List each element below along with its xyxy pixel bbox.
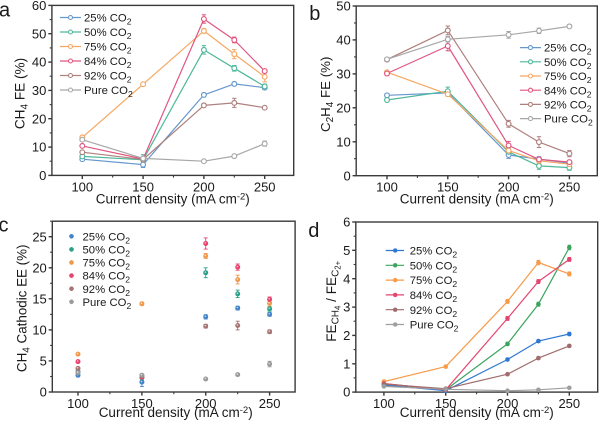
svg-text:250: 250 [254, 179, 276, 194]
svg-text:30: 30 [32, 83, 46, 98]
svg-text:200: 200 [195, 396, 217, 411]
svg-text:d: d [308, 220, 319, 242]
svg-text:150: 150 [437, 180, 459, 195]
svg-text:25% CO2​: 25% CO2​ [544, 43, 592, 57]
svg-text:CH4​ Cathodic EE (%): CH4​ Cathodic EE (%) [15, 244, 33, 372]
svg-text:40: 40 [32, 55, 46, 70]
svg-text:150: 150 [132, 179, 154, 194]
svg-text:200: 200 [193, 179, 215, 194]
svg-text:100: 100 [376, 180, 398, 195]
svg-text:50: 50 [336, 0, 350, 14]
svg-text:b: b [309, 3, 320, 25]
svg-text:25% CO2​: 25% CO2​ [83, 231, 131, 245]
svg-text:250: 250 [259, 396, 281, 411]
svg-text:0: 0 [39, 168, 46, 183]
svg-text:50% CO2​: 50% CO2​ [84, 27, 132, 41]
svg-text:CH4​ FE (%): CH4​ FE (%) [13, 58, 31, 129]
svg-text:200: 200 [498, 180, 520, 195]
svg-text:50% CO2​: 50% CO2​ [410, 260, 458, 274]
svg-text:92% CO2​: 92% CO2​ [84, 71, 132, 85]
svg-text:3: 3 [343, 300, 350, 315]
svg-text:20: 20 [32, 260, 46, 275]
svg-text:25: 25 [32, 229, 46, 244]
svg-text:40: 40 [336, 33, 350, 48]
svg-text:100: 100 [71, 179, 93, 194]
svg-text:C2​H4​ FE (%): C2​H4​ FE (%) [318, 57, 336, 132]
svg-text:Pure CO2​: Pure CO2​ [83, 297, 132, 311]
svg-text:84% CO2​: 84% CO2​ [544, 85, 592, 99]
svg-text:84% CO2​: 84% CO2​ [83, 271, 131, 285]
svg-text:Current density (mA cm-2): Current density (mA cm-2) [99, 405, 253, 420]
svg-text:84% CO2​: 84% CO2​ [410, 290, 458, 304]
svg-text:c: c [0, 215, 9, 237]
svg-text:15: 15 [32, 291, 46, 306]
svg-text:5: 5 [40, 354, 47, 369]
svg-text:6: 6 [343, 215, 350, 230]
svg-text:92% CO2​: 92% CO2​ [544, 100, 592, 114]
svg-text:4: 4 [343, 271, 350, 286]
svg-text:92% CO2​: 92% CO2​ [410, 305, 458, 319]
svg-text:20: 20 [32, 111, 46, 126]
svg-text:250: 250 [559, 180, 581, 195]
svg-text:84% CO2​: 84% CO2​ [84, 56, 132, 70]
svg-text:Pure CO2​: Pure CO2​ [410, 320, 459, 334]
svg-text:25% CO2​: 25% CO2​ [84, 13, 132, 27]
svg-text:2: 2 [343, 328, 350, 343]
svg-text:0: 0 [343, 168, 350, 183]
svg-text:20: 20 [336, 100, 350, 115]
svg-text:Current density (mA cm-2): Current density (mA cm-2) [400, 192, 554, 207]
svg-text:10: 10 [32, 323, 46, 338]
svg-text:1: 1 [343, 356, 350, 371]
svg-text:150: 150 [131, 396, 153, 411]
svg-text:75% CO2​: 75% CO2​ [83, 258, 131, 272]
svg-text:100: 100 [67, 396, 89, 411]
svg-text:75% CO2​: 75% CO2​ [84, 42, 132, 56]
svg-text:0: 0 [40, 385, 47, 400]
svg-text:Pure CO2​: Pure CO2​ [544, 114, 593, 128]
svg-text:0: 0 [343, 385, 350, 400]
svg-text:a: a [0, 0, 11, 22]
svg-text:250: 250 [558, 396, 580, 411]
svg-text:150: 150 [435, 396, 457, 411]
svg-text:60: 60 [32, 0, 46, 13]
svg-text:75% CO2​: 75% CO2​ [410, 275, 458, 289]
svg-text:75% CO2​: 75% CO2​ [544, 71, 592, 85]
svg-text:50% CO2​: 50% CO2​ [544, 57, 592, 71]
svg-text:92% CO2​: 92% CO2​ [83, 284, 131, 298]
svg-text:100: 100 [373, 396, 395, 411]
svg-text:50: 50 [32, 26, 46, 41]
svg-text:Current density (mA cm-2): Current density (mA cm-2) [400, 405, 554, 420]
svg-text:5: 5 [343, 243, 350, 258]
svg-text:25% CO2​: 25% CO2​ [410, 246, 458, 260]
svg-text:10: 10 [336, 134, 350, 149]
svg-text:Pure CO2​: Pure CO2​ [84, 85, 133, 99]
svg-text:Current density (mA cm-2): Current density (mA cm-2) [96, 192, 250, 207]
svg-text:50% CO2​: 50% CO2​ [83, 245, 131, 259]
svg-text:10: 10 [32, 140, 46, 155]
svg-text:30: 30 [336, 67, 350, 82]
svg-text:200: 200 [497, 396, 519, 411]
